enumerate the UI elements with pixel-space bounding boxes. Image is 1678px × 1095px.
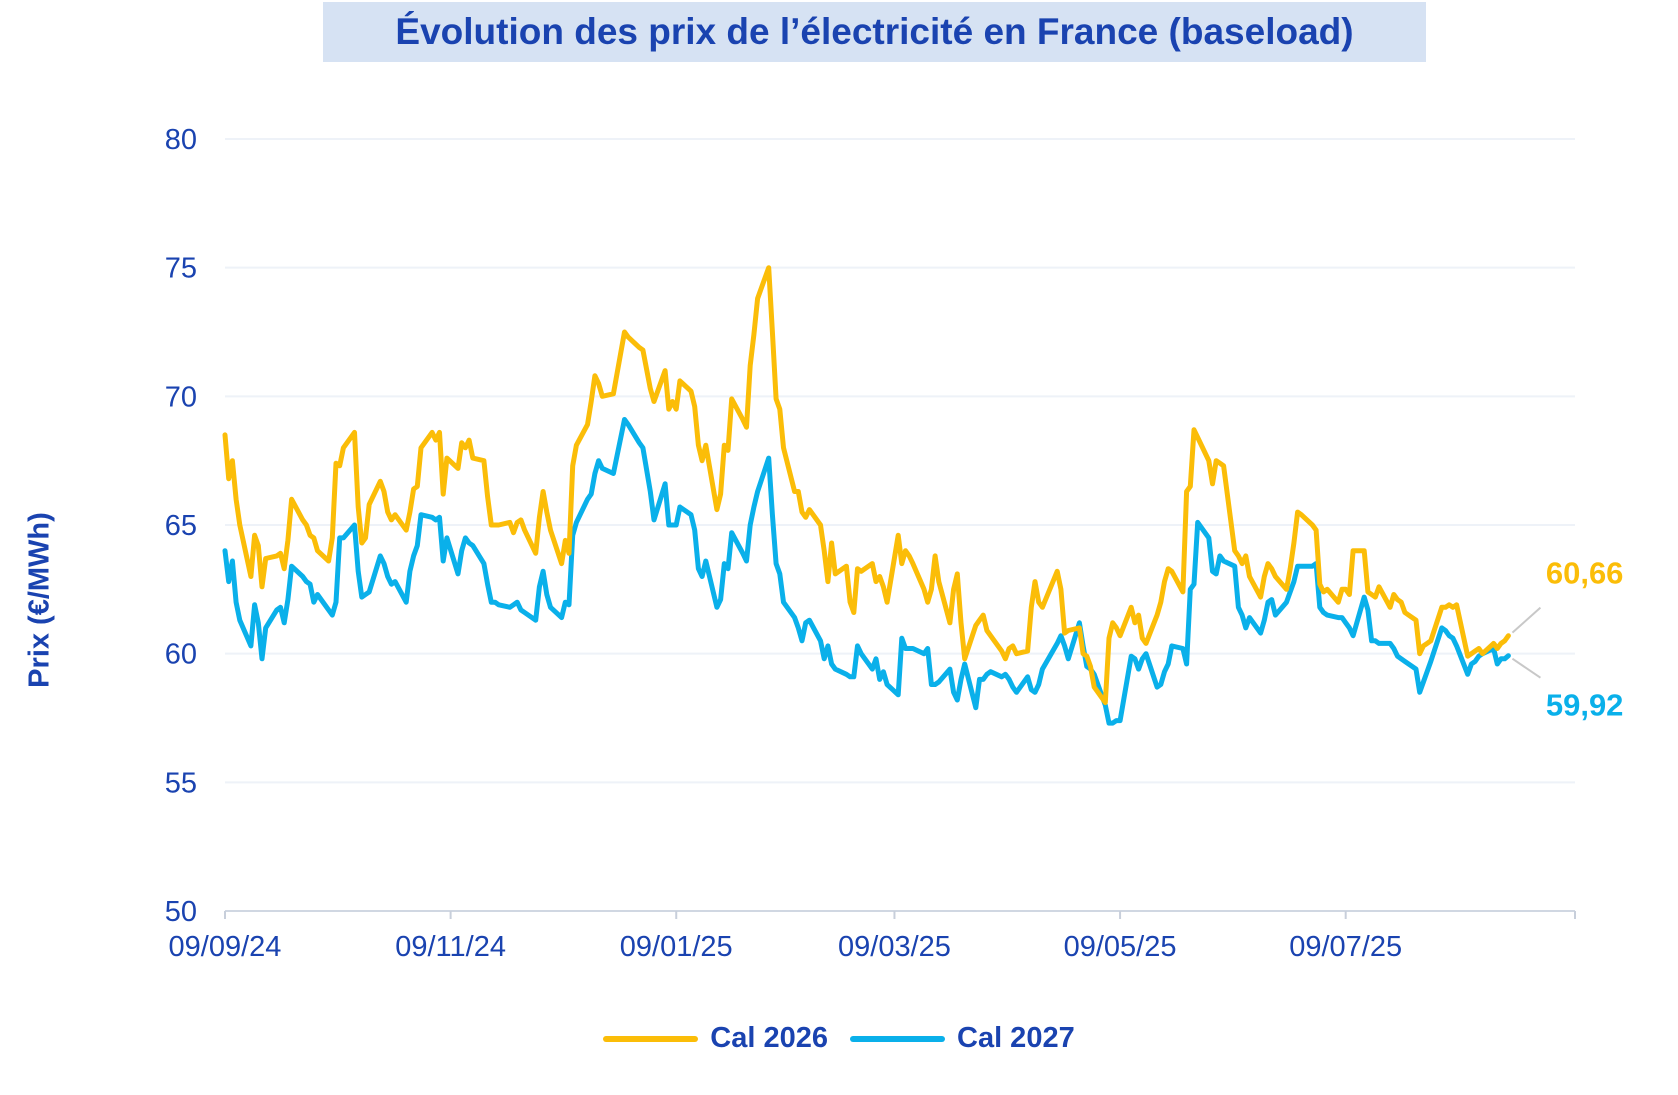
- chart-title: Évolution des prix de l’électricité en F…: [395, 11, 1354, 52]
- y-tick-label: 50: [165, 896, 197, 928]
- x-tick-label: 09/01/25: [620, 931, 733, 963]
- y-tick-label: 80: [165, 124, 197, 156]
- legend-swatch-cal-2026: [603, 1035, 699, 1042]
- y-tick-label: 60: [165, 639, 197, 671]
- y-tick-label: 65: [165, 510, 197, 542]
- x-tick-label: 09/11/24: [395, 931, 506, 963]
- legend-label-cal-2026: Cal 2026: [710, 1022, 828, 1054]
- legend-item-cal-2027: Cal 2027: [850, 1022, 1075, 1055]
- y-tick-label: 75: [165, 253, 197, 285]
- y-tick-label: 70: [165, 381, 197, 413]
- series-line-cal-2027: [222, 417, 1511, 726]
- legend-swatch-cal-2027: [850, 1035, 945, 1042]
- x-tick-label: 09/05/25: [1064, 931, 1177, 963]
- x-tick-label: 09/03/25: [838, 931, 951, 963]
- y-tick-label: 55: [165, 767, 197, 799]
- chart-title-banner: Évolution des prix de l’électricité en F…: [323, 2, 1426, 62]
- x-tick-label: 09/07/25: [1289, 931, 1402, 963]
- legend: Cal 2026 Cal 2027: [0, 1022, 1678, 1055]
- end-label-leader-cal-2027: [1511, 657, 1541, 679]
- end-label-leader-cal-2026: [1511, 606, 1542, 634]
- end-value-label-cal-2027: 59,92: [1546, 688, 1624, 723]
- x-tick-label: 09/09/24: [169, 931, 282, 963]
- end-value-label-cal-2026: 60,66: [1546, 556, 1624, 591]
- series-line-cal-2026: [222, 265, 1511, 706]
- legend-label-cal-2027: Cal 2027: [957, 1022, 1075, 1054]
- legend-item-cal-2026: Cal 2026: [603, 1022, 828, 1055]
